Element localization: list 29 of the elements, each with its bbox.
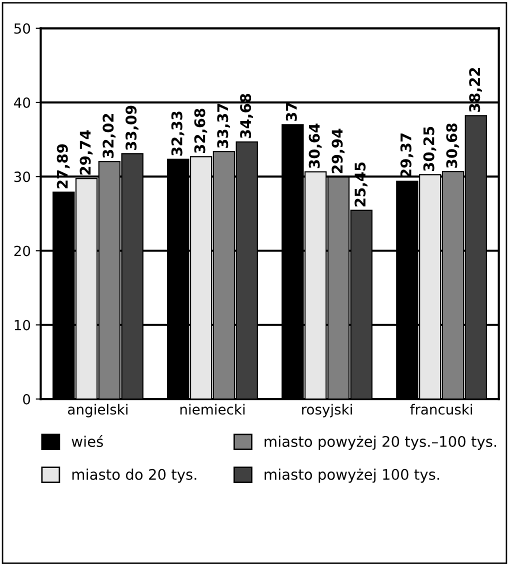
data-label: 30,25 (423, 126, 436, 171)
x-tick-label: francuski (410, 404, 472, 415)
data-label: 37 (286, 102, 297, 121)
data-label: 38,22 (469, 68, 482, 112)
y-tick-label: 40 (14, 97, 30, 108)
x-tick-label: angielski (68, 404, 128, 418)
data-label: 33,37 (217, 104, 230, 148)
data-label: 29,94 (332, 128, 345, 174)
legend-label: miasto powyżej 100 tys. (264, 468, 439, 483)
data-label: 27,89 (56, 144, 70, 188)
data-label: 30,64 (308, 124, 322, 168)
data-label: 29,74 (80, 130, 93, 175)
data-label: 34,68 (240, 94, 253, 138)
data-label: 30,68 (446, 124, 460, 168)
legend-label: miasto powyżej 20 tys.–100 tys. (264, 436, 496, 450)
legend-label: miasto do 20 tys. (72, 468, 196, 483)
y-tick-label: 50 (14, 23, 30, 34)
y-tick-label: 20 (14, 246, 30, 256)
x-tick-label: rosyjski (302, 404, 352, 418)
data-label: 29,37 (400, 134, 414, 178)
data-label: 32,68 (194, 108, 208, 153)
legend-label: wieś (72, 435, 103, 447)
data-label: 32,02 (102, 114, 116, 158)
data-label: 32,33 (171, 112, 184, 156)
x-tick-label: niemiecki (180, 404, 245, 415)
y-tick-label: 30 (14, 172, 30, 182)
y-tick-label: 10 (14, 320, 30, 330)
y-tick-label: 0 (23, 394, 30, 405)
data-label: 33,09 (126, 106, 138, 150)
